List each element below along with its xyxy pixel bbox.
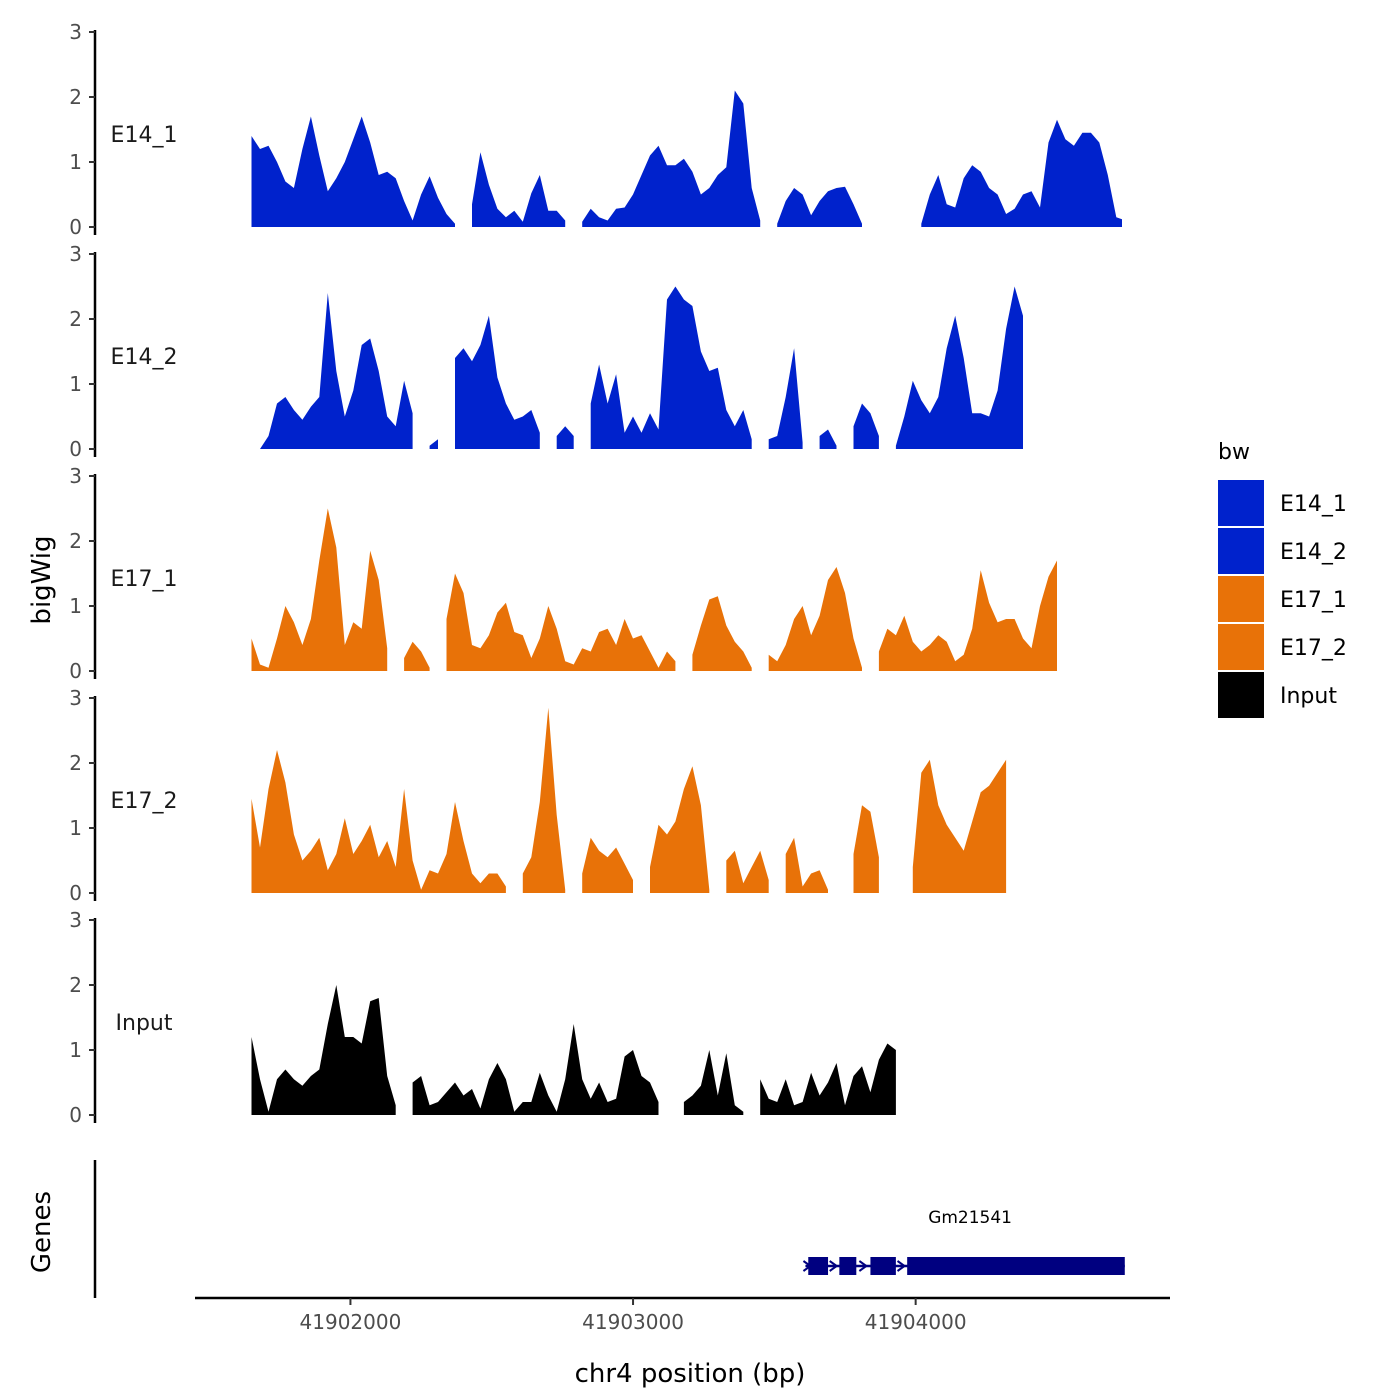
coverage-area <box>590 286 752 449</box>
track-label: E14_1 <box>111 123 178 148</box>
coverage-area <box>768 348 803 449</box>
track-label: E17_2 <box>111 789 178 814</box>
coverage-area <box>472 152 566 227</box>
coverage-area <box>912 759 1007 893</box>
gene-exon <box>907 1257 1125 1275</box>
coverage-area <box>726 850 769 893</box>
coverage-area <box>446 573 676 671</box>
y-tick-label: 2 <box>69 973 82 997</box>
y-tick-label: 0 <box>69 437 82 461</box>
y-tick-label: 1 <box>69 594 82 618</box>
y-tick-label: 2 <box>69 307 82 331</box>
gene-exon <box>808 1257 829 1275</box>
legend-label: E14_1 <box>1280 492 1347 517</box>
y-tick-label: 2 <box>69 85 82 109</box>
gene-Gm21541: Gm21541 <box>802 1208 1125 1275</box>
legend-entry: E14_2 <box>1218 528 1347 574</box>
y-tick-label: 3 <box>69 464 82 488</box>
coverage-area <box>760 1043 896 1115</box>
coverage-area <box>556 426 574 449</box>
coverage-area <box>251 985 396 1115</box>
y-tick-label: 1 <box>69 372 82 396</box>
coverage-tracks: 0 1 2 3 E14_1 0 1 2 3 E14_2 0 1 2 3 E17_1 0 1 2 3 E17_2 0 1 2 3… <box>69 20 1122 1127</box>
coverage-area <box>412 1024 659 1115</box>
coverage-area <box>878 560 1057 671</box>
strand-arrow <box>829 1260 839 1272</box>
y-tick-label: 0 <box>69 215 82 239</box>
y-tick-label: 0 <box>69 881 82 905</box>
strand-arrow <box>896 1260 907 1272</box>
legend-entry: Input <box>1218 672 1337 718</box>
coverage-area <box>582 90 761 227</box>
legend-entry: E17_2 <box>1218 624 1347 670</box>
track-E17_2: 0 1 2 3 E17_2 <box>69 686 1007 905</box>
legend: bw E14_1 E14_2 E17_1 E17_2 Input <box>1218 440 1347 718</box>
strand-arrow <box>802 1260 813 1272</box>
x-tick-label: 41903000 <box>582 1310 684 1334</box>
coverage-area <box>895 286 1023 449</box>
coverage-area <box>692 596 752 671</box>
legend-swatch <box>1218 480 1264 526</box>
coverage-area <box>650 766 710 893</box>
track-E17_1: 0 1 2 3 E17_1 <box>69 464 1057 683</box>
y-tick-label: 1 <box>69 1038 82 1062</box>
x-tick-label: 41904000 <box>865 1310 967 1334</box>
coverage-area <box>785 837 828 893</box>
legend-swatch <box>1218 672 1264 718</box>
legend-label: E17_1 <box>1280 588 1347 613</box>
legend-label: E14_2 <box>1280 540 1347 565</box>
y-tick-label: 1 <box>69 150 82 174</box>
coverage-area <box>404 641 430 671</box>
legend-swatch <box>1218 624 1264 670</box>
x-axis-title: chr4 position (bp) <box>575 1359 806 1389</box>
y-tick-label: 0 <box>69 1103 82 1127</box>
gene-exon <box>870 1257 896 1275</box>
coverage-area <box>251 750 506 893</box>
y-tick-label: 1 <box>69 816 82 840</box>
legend-label: E17_2 <box>1280 636 1347 661</box>
coverage-area <box>777 186 862 227</box>
coverage-area <box>582 837 633 893</box>
gene-track: Gm21541 <box>93 1160 1125 1298</box>
coverage-area <box>251 116 455 227</box>
genes-axis-title: Genes <box>27 1191 57 1273</box>
track-E14_1: 0 1 2 3 E14_1 <box>69 20 1122 239</box>
x-tick-label: 41902000 <box>300 1310 402 1334</box>
coverage-area <box>683 1050 744 1115</box>
y-tick-label: 0 <box>69 659 82 683</box>
legend-swatch <box>1218 576 1264 622</box>
y-axis-title: bigWig <box>27 535 57 624</box>
track-label: E17_1 <box>111 567 178 592</box>
y-tick-label: 3 <box>69 686 82 710</box>
legend-entry: E14_1 <box>1218 480 1347 526</box>
track-label: Input <box>116 1011 173 1036</box>
coverage-area <box>455 315 540 449</box>
y-tick-label: 2 <box>69 751 82 775</box>
coverage-area <box>260 293 413 449</box>
gene-label: Gm21541 <box>928 1208 1012 1228</box>
coverage-area <box>819 429 837 449</box>
coverage-area <box>768 567 862 671</box>
legend-entry: E17_1 <box>1218 576 1347 622</box>
coverage-area <box>921 119 1122 227</box>
legend-label: Input <box>1280 684 1337 709</box>
y-tick-label: 3 <box>69 20 82 44</box>
y-tick-label: 3 <box>69 908 82 932</box>
y-tick-label: 2 <box>69 529 82 553</box>
coverage-area <box>853 805 879 893</box>
y-tick-label: 3 <box>69 242 82 266</box>
strand-arrow <box>858 1260 869 1272</box>
coverage-area <box>522 707 566 893</box>
coverage-area <box>251 508 388 671</box>
legend-title: bw <box>1218 440 1250 465</box>
gene-exon <box>839 1257 857 1275</box>
legend-swatch <box>1218 528 1264 574</box>
track-Input: 0 1 2 3 Input <box>69 908 896 1127</box>
track-label: E14_2 <box>111 345 178 370</box>
track-E14_2: 0 1 2 3 E14_2 <box>69 242 1023 461</box>
coverage-area <box>853 403 879 449</box>
coverage-area <box>429 439 438 449</box>
x-axis: 41902000 41903000 41904000 <box>195 1296 1170 1334</box>
